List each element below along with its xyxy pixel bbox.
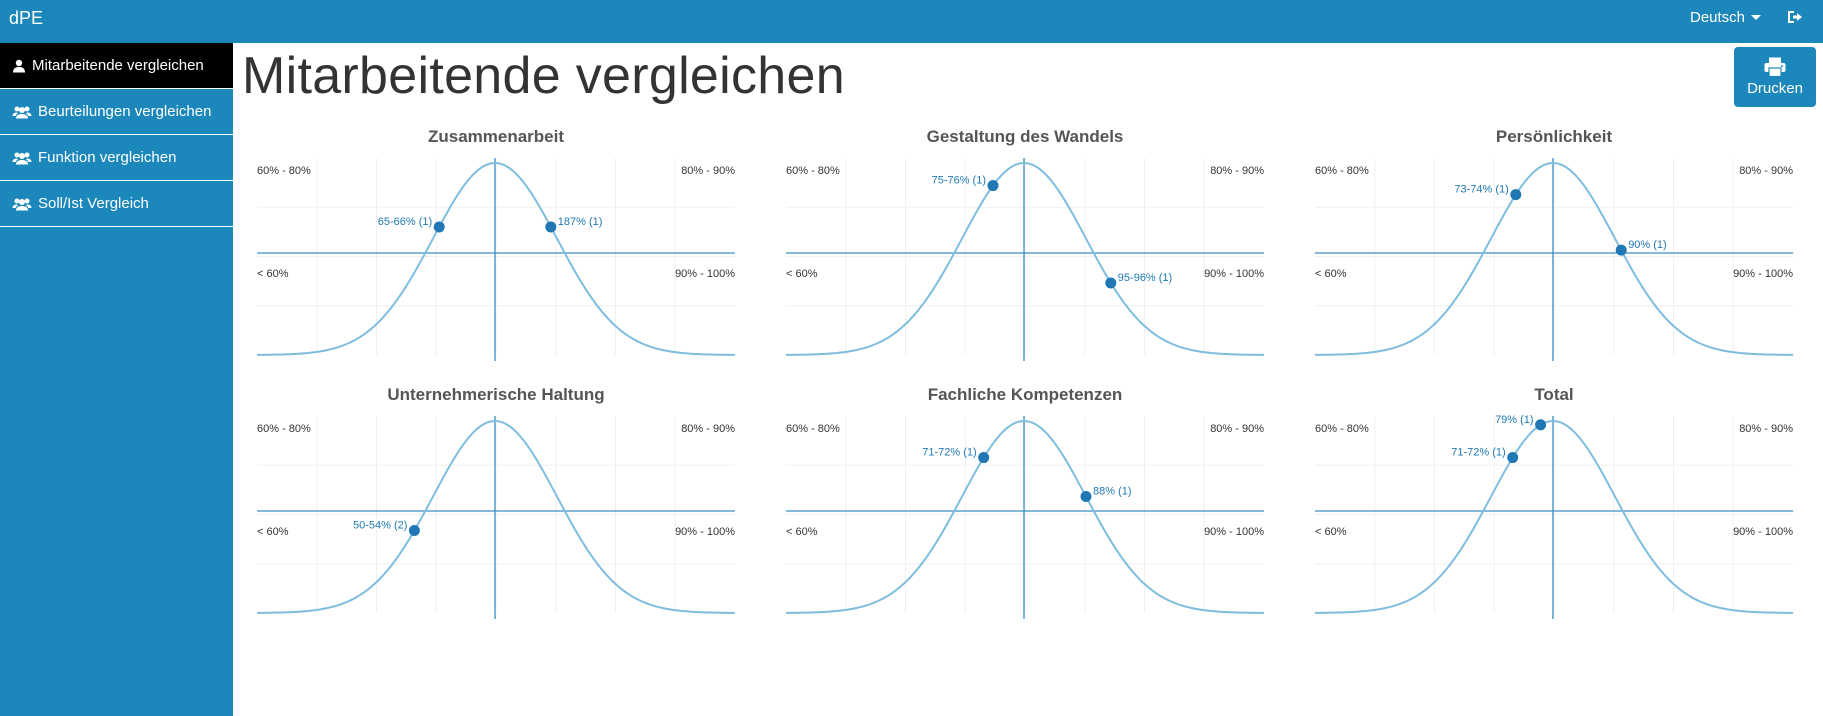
chart-title: Fachliche Kompetenzen [928,385,1123,404]
data-point-label: 75-76% (1) [932,175,986,187]
quadrant-label-bottom-right: 90% - 100% [675,526,735,538]
quadrant-label-bottom-right: 90% - 100% [1204,268,1264,280]
quadrant-label-top-right: 80% - 90% [1739,423,1793,435]
chart-title: Gestaltung des Wandels [927,127,1124,146]
quadrant-label-bottom-left: < 60% [257,526,289,538]
page-title: Mitarbeitende vergleichen [242,47,845,105]
quadrant-label-bottom-left: < 60% [257,268,289,280]
distribution-curve [785,419,1265,614]
sidebar-item-label: Soll/Ist Vergleich [38,195,149,212]
print-button[interactable]: Drucken [1734,47,1816,107]
sidebar-item-soll-ist-vergleich[interactable]: Soll/Ist Vergleich [0,181,233,227]
data-point [408,525,420,537]
data-point-label: 95-96% (1) [1118,272,1172,284]
users-icon [12,198,32,210]
quadrant-label-top-right: 80% - 90% [1210,165,1264,177]
sign-out-icon[interactable] [1786,8,1806,28]
data-point-label: 50-54% (2) [353,520,407,532]
data-point-label: 79% (1) [1495,414,1534,426]
data-point [987,180,999,192]
data-point [1510,189,1522,201]
quadrant-label-bottom-right: 90% - 100% [1204,526,1264,538]
print-icon [1764,57,1786,77]
quadrant-label-top-right: 80% - 90% [1210,423,1264,435]
user-icon [13,59,25,72]
data-point-label: 71-72% (1) [922,447,976,459]
data-point-label: 90% (1) [1628,239,1667,251]
data-point [1615,244,1627,256]
sidebar-item-beurteilungen-vergleichen[interactable]: Beurteilungen vergleichen [0,89,233,135]
data-point-label: 187% (1) [558,216,603,228]
sidebar-item-label: Funktion vergleichen [38,149,177,166]
distribution-curve [256,419,736,614]
users-icon [12,106,32,118]
chart-zusammenarbeit: Zusammenarbeit 60% - 80% 80% - 90% < 60% 90%… [256,127,736,361]
chart-title: Zusammenarbeit [428,127,564,146]
quadrant-label-top-right: 80% - 90% [1739,165,1793,177]
language-dropdown[interactable]: Deutsch [1690,9,1762,26]
chart-title: Total [1534,385,1573,404]
users-icon [12,152,32,164]
quadrant-label-bottom-right: 90% - 100% [675,268,735,280]
data-point-label: 71-72% (1) [1451,447,1505,459]
sidebar-item-funktion-vergleichen[interactable]: Funktion vergleichen [0,135,233,181]
data-point [1080,491,1092,503]
chart-total: Total 60% - 80% 80% - 90% < 60% 90% - 100% 79… [1314,385,1794,619]
quadrant-label-bottom-left: < 60% [1315,526,1347,538]
quadrant-label-top-left: 60% - 80% [786,165,840,177]
chart-persoenlichkeit: Persönlichkeit 60% - 80% 80% - 90% < 60% 90%… [1314,127,1794,361]
language-label: Deutsch [1690,9,1746,26]
data-point [433,221,445,233]
brand-logo[interactable]: dPE [9,8,44,28]
sidebar-item-label: Beurteilungen vergleichen [38,103,212,120]
chart-title: Persönlichkeit [1496,127,1613,146]
quadrant-label-top-left: 60% - 80% [257,165,311,177]
quadrant-label-top-right: 80% - 90% [681,165,735,177]
data-point-label: 73-74% (1) [1454,184,1508,196]
caret-down-icon [1751,15,1762,20]
quadrant-label-top-right: 80% - 90% [681,423,735,435]
quadrant-label-bottom-right: 90% - 100% [1733,268,1793,280]
data-point [1105,277,1117,289]
distribution-curve [1314,161,1794,356]
print-label: Drucken [1747,80,1803,97]
data-point [545,221,557,233]
distribution-curve [256,161,736,356]
quadrant-label-bottom-left: < 60% [786,526,818,538]
quadrant-label-bottom-left: < 60% [786,268,818,280]
sidebar-item-label: Mitarbeitende vergleichen [32,57,204,74]
data-point [978,452,990,464]
chart-gestaltung-des-wandels: Gestaltung des Wandels 60% - 80% 80% - 90%… [785,127,1265,361]
distribution-curve [1314,419,1794,614]
chart-fachliche-kompetenzen: Fachliche Kompetenzen 60% - 80% 80% - 90% <… [785,385,1265,619]
quadrant-label-top-left: 60% - 80% [257,423,311,435]
data-point [1507,452,1519,464]
data-point-label: 88% (1) [1093,486,1132,498]
chart-title: Unternehmerische Haltung [387,385,604,404]
quadrant-label-bottom-left: < 60% [1315,268,1347,280]
sidebar: Mitarbeitende vergleichen Beurteilungen … [0,43,233,716]
data-point [1535,419,1547,431]
quadrant-label-top-left: 60% - 80% [1315,423,1369,435]
top-navbar: dPE Deutsch [0,0,1823,43]
quadrant-label-bottom-right: 90% - 100% [1733,526,1793,538]
distribution-curve [785,161,1265,356]
quadrant-label-top-left: 60% - 80% [1315,165,1369,177]
sidebar-item-mitarbeitende-vergleichen[interactable]: Mitarbeitende vergleichen [0,43,233,89]
chart-unternehmerische-haltung: Unternehmerische Haltung 60% - 80% 80% - 9… [256,385,736,619]
data-point-label: 65-66% (1) [378,216,432,228]
quadrant-label-top-left: 60% - 80% [786,423,840,435]
